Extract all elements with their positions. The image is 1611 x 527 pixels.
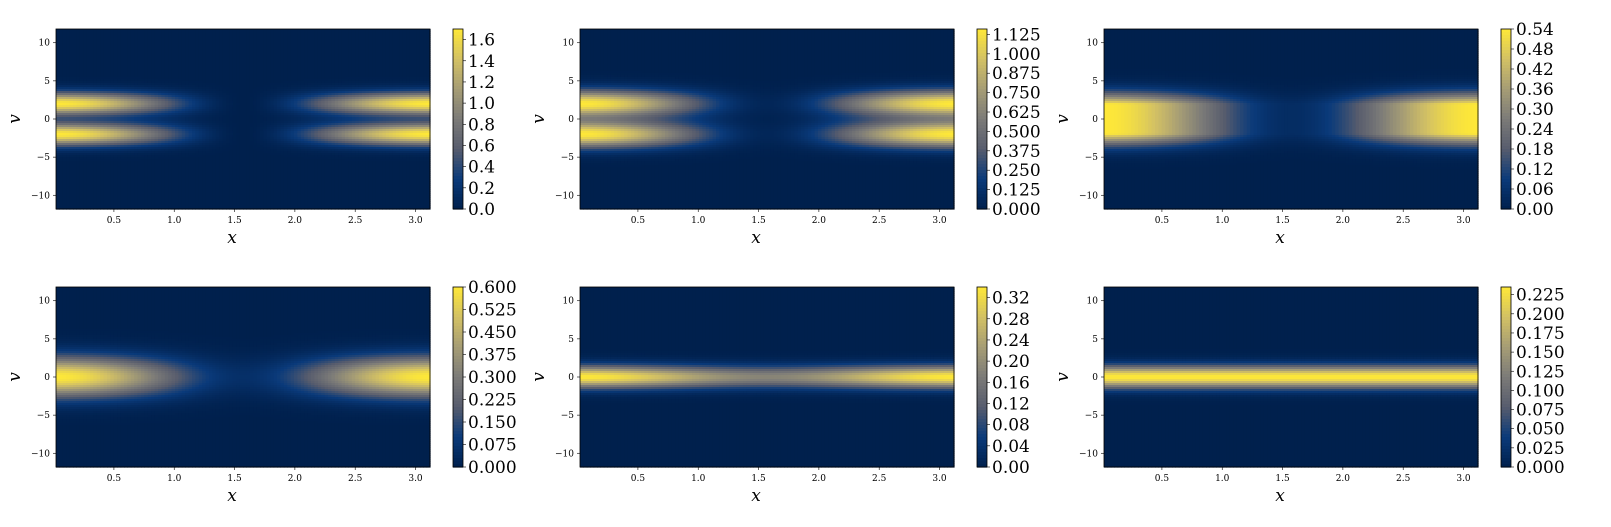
heatmap-1	[56, 29, 431, 210]
subplot-1: 0.5 1.0 1.5 2.0 2.5 3.01050−5−10xv0.00.20.40.…	[5, 29, 495, 248]
